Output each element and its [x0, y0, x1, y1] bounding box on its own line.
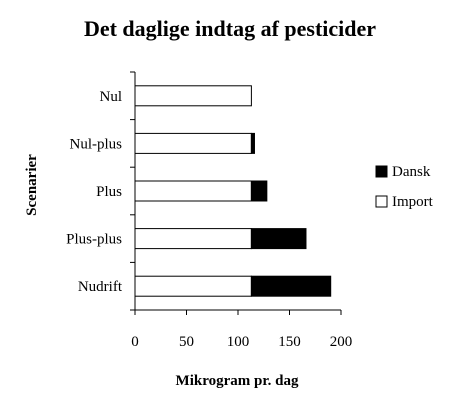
category-label: Nul	[100, 89, 123, 105]
bar-import-nul	[134, 85, 252, 107]
bar-dansk-nudrift	[250, 275, 332, 297]
chart-title: Det daglige indtag af pesticider	[84, 16, 376, 41]
bar-dansk-plus	[250, 180, 268, 202]
bar-import-nudrift	[134, 275, 252, 297]
legend-label-import: Import	[392, 194, 434, 210]
category-label: Plus	[96, 184, 122, 200]
x-tick-label: 200	[330, 334, 353, 350]
y-axis-title: Scenarier	[24, 154, 40, 216]
bar-import-plus-plus	[134, 228, 252, 250]
category-label: Nul-plus	[70, 136, 123, 152]
plot-area: Nul Nul-plus Plus Plus-plus Nudrift 0 50 100 150…	[66, 71, 353, 350]
x-tick-label: 150	[278, 334, 301, 350]
bar-dansk-plus-plus	[250, 228, 307, 250]
bar-import-nul-plus	[134, 132, 252, 154]
legend-label-dansk: Dansk	[392, 164, 431, 180]
bar-dansk-nul-plus	[250, 132, 255, 154]
x-axis-title: Mikrogram pr. dag	[176, 373, 299, 389]
x-tick-label: 0	[131, 334, 139, 350]
legend: Dansk Import	[375, 164, 434, 210]
bar-import-plus	[134, 180, 252, 202]
legend-swatch-import	[375, 195, 388, 208]
legend-swatch-dansk	[375, 165, 388, 178]
x-tick-label: 50	[179, 334, 194, 350]
x-tick-label: 100	[227, 334, 250, 350]
category-label: Nudrift	[78, 279, 123, 295]
category-label: Plus-plus	[66, 232, 122, 248]
